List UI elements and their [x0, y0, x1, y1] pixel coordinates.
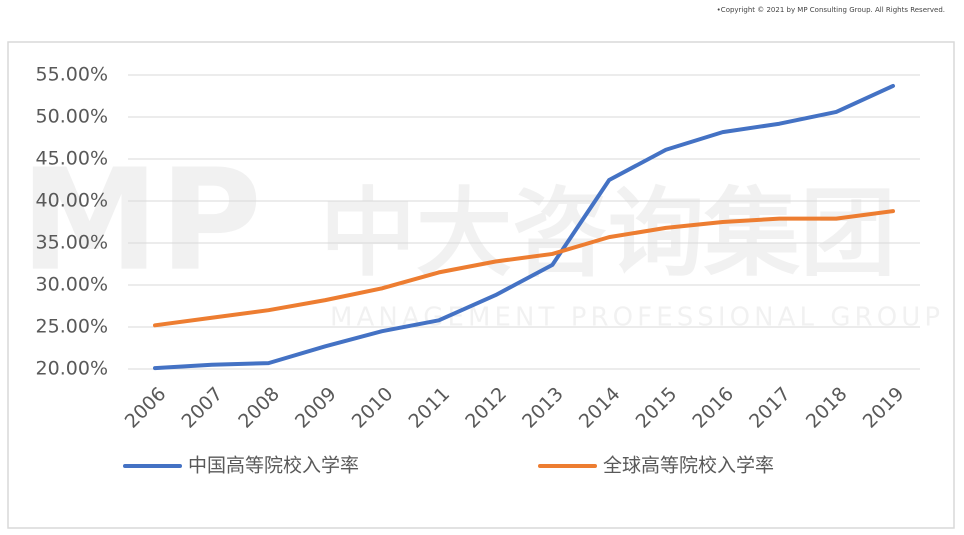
y-tick-label: 20.00%: [36, 358, 108, 380]
watermark-logo: MP: [20, 140, 262, 303]
y-tick-label: 50.00%: [36, 106, 108, 128]
watermark-name: 中大咨询集团: [320, 177, 896, 289]
data-line: [153, 209, 895, 328]
y-tick-label: 30.00%: [36, 274, 108, 296]
data-line: [153, 83, 895, 371]
y-tick-label: 35.00%: [36, 232, 108, 254]
legend-label: 全球高等院校入学率: [603, 455, 774, 477]
legend-label: 中国高等院校入学率: [188, 455, 359, 477]
y-tick-label: 45.00%: [36, 148, 108, 170]
y-tick-label: 25.00%: [36, 316, 108, 338]
y-tick-label: 40.00%: [36, 190, 108, 212]
copyright: •Copyright © 2021 by MP Consulting Group…: [717, 6, 945, 14]
y-tick-label: 55.00%: [36, 64, 108, 86]
